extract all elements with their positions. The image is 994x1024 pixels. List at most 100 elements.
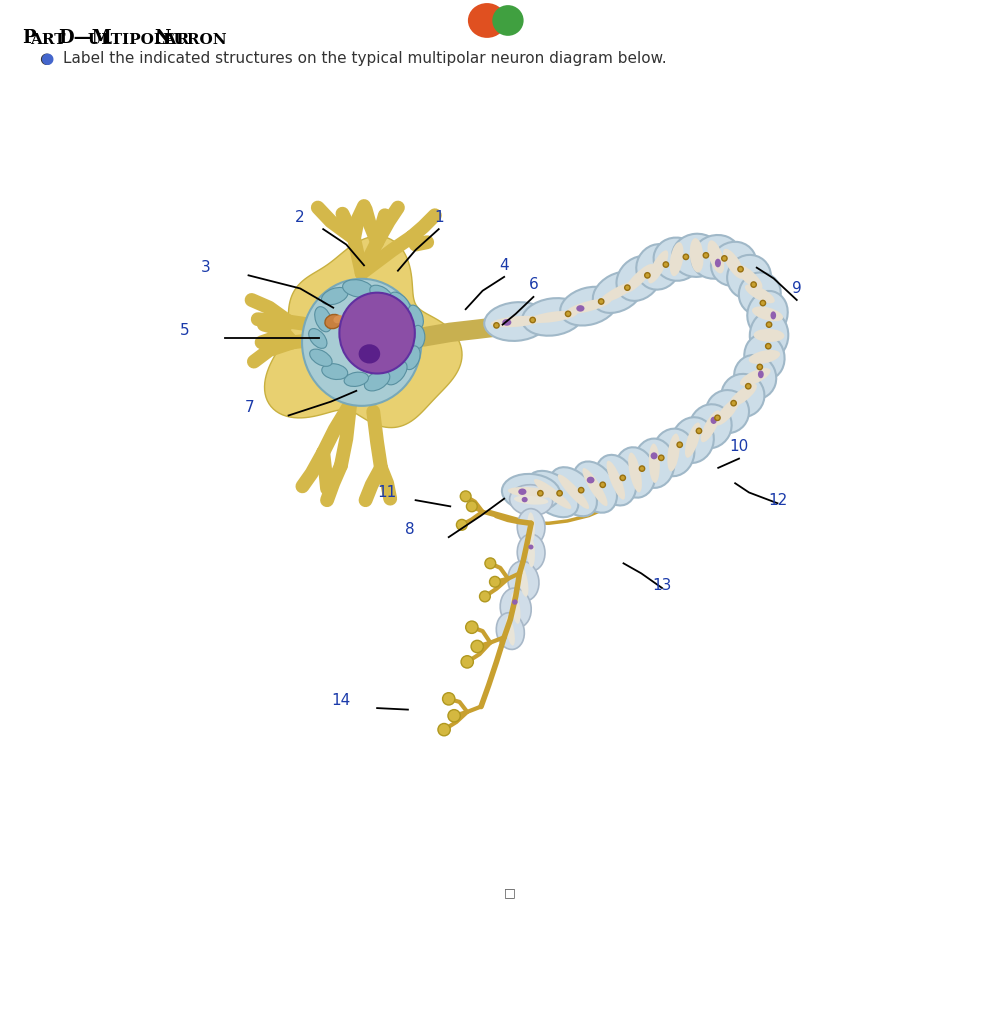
Ellipse shape	[576, 305, 583, 311]
Text: 5: 5	[180, 324, 189, 339]
Ellipse shape	[710, 417, 716, 424]
Ellipse shape	[460, 490, 470, 502]
Ellipse shape	[442, 692, 454, 705]
Ellipse shape	[703, 253, 708, 258]
Text: P: P	[22, 29, 36, 47]
Ellipse shape	[496, 612, 524, 649]
Ellipse shape	[769, 311, 775, 319]
Ellipse shape	[509, 484, 552, 516]
Ellipse shape	[751, 306, 782, 322]
Ellipse shape	[667, 433, 679, 471]
Ellipse shape	[530, 317, 535, 323]
Ellipse shape	[598, 282, 637, 303]
Ellipse shape	[594, 455, 635, 506]
Ellipse shape	[627, 453, 641, 493]
Text: ART: ART	[30, 33, 71, 47]
Ellipse shape	[624, 264, 653, 293]
Ellipse shape	[528, 545, 533, 550]
Ellipse shape	[505, 616, 514, 646]
Text: 10: 10	[729, 439, 747, 454]
Ellipse shape	[597, 299, 603, 304]
Ellipse shape	[484, 558, 495, 568]
Ellipse shape	[723, 249, 744, 279]
Ellipse shape	[379, 311, 398, 328]
Ellipse shape	[648, 443, 659, 483]
Ellipse shape	[501, 474, 560, 511]
Text: 3: 3	[201, 260, 210, 275]
Ellipse shape	[321, 288, 348, 305]
Polygon shape	[264, 237, 461, 428]
Ellipse shape	[308, 329, 327, 348]
Ellipse shape	[635, 244, 679, 290]
Text: EURON: EURON	[162, 33, 227, 47]
Ellipse shape	[527, 512, 535, 542]
Ellipse shape	[511, 592, 520, 624]
Ellipse shape	[671, 233, 721, 276]
Ellipse shape	[437, 724, 450, 736]
Ellipse shape	[466, 501, 477, 512]
Ellipse shape	[707, 241, 724, 273]
Ellipse shape	[647, 250, 668, 284]
Text: 4: 4	[499, 258, 509, 273]
Ellipse shape	[705, 390, 748, 433]
Text: 8: 8	[405, 522, 414, 538]
Ellipse shape	[517, 509, 545, 546]
Ellipse shape	[386, 361, 407, 385]
Ellipse shape	[502, 319, 511, 326]
Ellipse shape	[566, 298, 611, 314]
Ellipse shape	[507, 487, 554, 498]
Ellipse shape	[619, 475, 625, 480]
Ellipse shape	[606, 461, 624, 500]
Ellipse shape	[470, 640, 483, 652]
Ellipse shape	[683, 254, 688, 259]
Ellipse shape	[314, 306, 331, 332]
Ellipse shape	[684, 423, 700, 458]
Ellipse shape	[757, 371, 763, 378]
Ellipse shape	[370, 286, 392, 302]
Ellipse shape	[309, 349, 332, 367]
Ellipse shape	[528, 311, 577, 323]
Ellipse shape	[759, 300, 764, 306]
Ellipse shape	[557, 490, 562, 496]
Text: 7: 7	[245, 400, 254, 416]
Ellipse shape	[447, 710, 460, 722]
Ellipse shape	[358, 344, 380, 364]
Text: 1: 1	[433, 210, 443, 225]
Ellipse shape	[396, 319, 410, 339]
Ellipse shape	[745, 285, 774, 303]
Ellipse shape	[333, 315, 344, 324]
Ellipse shape	[747, 350, 779, 364]
Ellipse shape	[652, 429, 694, 476]
Ellipse shape	[721, 374, 763, 417]
Ellipse shape	[633, 438, 674, 487]
Ellipse shape	[534, 479, 571, 509]
Ellipse shape	[735, 264, 761, 290]
Ellipse shape	[644, 272, 649, 279]
Ellipse shape	[653, 238, 699, 281]
Ellipse shape	[465, 622, 477, 634]
Ellipse shape	[537, 490, 543, 496]
Ellipse shape	[689, 239, 703, 272]
Ellipse shape	[734, 355, 775, 399]
Ellipse shape	[325, 314, 341, 329]
Ellipse shape	[744, 334, 784, 380]
Ellipse shape	[586, 476, 593, 483]
Text: □: □	[503, 887, 515, 899]
Text: ●  Label the indicated structures on the typical multipolar neuron diagram below: ● Label the indicated structures on the …	[40, 51, 666, 67]
Text: 13: 13	[652, 578, 671, 593]
Text: D—M: D—M	[58, 29, 111, 47]
Ellipse shape	[484, 302, 549, 341]
Ellipse shape	[711, 242, 755, 286]
Ellipse shape	[739, 272, 780, 315]
Ellipse shape	[745, 384, 750, 389]
Text: N: N	[154, 29, 171, 47]
Ellipse shape	[616, 256, 661, 301]
Ellipse shape	[746, 291, 787, 337]
Ellipse shape	[715, 398, 739, 425]
Ellipse shape	[344, 372, 368, 386]
Ellipse shape	[522, 298, 582, 336]
Ellipse shape	[650, 453, 657, 460]
Text: 12: 12	[767, 493, 786, 508]
Ellipse shape	[749, 311, 787, 359]
Ellipse shape	[750, 282, 755, 288]
